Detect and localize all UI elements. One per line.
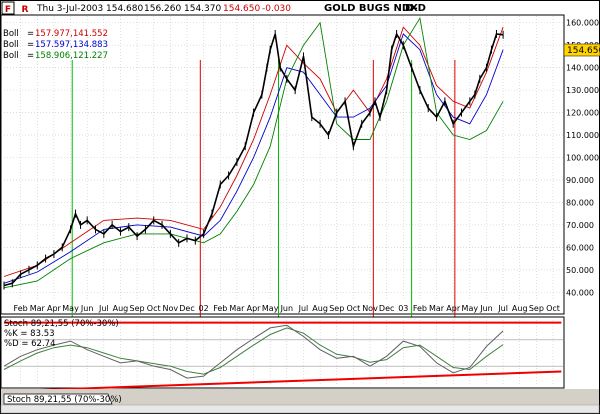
stoch-grid: [4, 320, 563, 386]
flag-box-f[interactable]: [1, 1, 15, 15]
x-tick-label: Sep: [329, 304, 344, 313]
x-tick-label: Nov: [362, 304, 378, 313]
y-tick-label: 130.000: [566, 86, 599, 95]
x-tick-label: Nov: [163, 304, 179, 313]
chart-title: GOLD BUGS NDX: [324, 3, 418, 14]
price-tag-text: 154.650: [567, 46, 600, 56]
y-tick-label: 90.000: [566, 176, 594, 185]
flag-f[interactable]: F: [5, 5, 11, 15]
flag-r[interactable]: R: [22, 5, 29, 15]
y-tick-label: 80.000: [566, 198, 594, 207]
y-tick-label: 120.000: [566, 109, 599, 118]
x-tick-label: Jun: [280, 304, 294, 313]
boll-band-line: [3, 26, 504, 277]
x-tick-label: Apr: [47, 304, 62, 313]
y-tick-label: 110.000: [566, 131, 599, 140]
price-plot-frame: [0, 14, 565, 315]
x-tick-label: Apr: [446, 304, 461, 313]
legend-value-3: 158.906,121.227: [35, 51, 108, 61]
stoch-k-line: [3, 324, 504, 379]
price-tag-box: [563, 43, 600, 57]
x-tick-label: Oct: [546, 304, 560, 313]
price-y-axis: 40.000 50.000 60.000 70.000 80.000 90.000 100.…: [566, 19, 599, 298]
legend-value-1: 157.977,141.552: [35, 29, 108, 39]
horizontal-scrollbar[interactable]: [0, 404, 600, 414]
x-tick-label: Aug: [312, 304, 328, 313]
stoch-d-label: %D = 62.74: [4, 339, 55, 349]
boll-legend: Boll = 157.977,141.552 Boll = 157.597,13…: [3, 29, 108, 61]
legend-eq-1: =: [27, 29, 34, 39]
legend-label-1: Boll: [3, 29, 19, 39]
last-price-tag: 154.650: [563, 43, 600, 57]
stoch-d-line: [3, 327, 504, 375]
price-grid: [4, 16, 563, 299]
x-tick-label: 02: [199, 304, 209, 313]
price-x-axis: Feb Mar Apr May Jun Jul Aug Sep Oct Nov Dec 02 Feb Ma…: [14, 304, 560, 313]
stoch-legend: Stoch 89,21,55 (70%-30%) %K = 83.53 %D =…: [4, 319, 119, 349]
x-tick-label: May: [262, 304, 279, 313]
x-tick-label: Jun: [479, 304, 493, 313]
x-tick-label: 03: [398, 304, 408, 313]
x-tick-label: May: [462, 304, 479, 313]
x-tick-label: Jul: [98, 304, 109, 313]
tab-bar: Stoch 89,21,55 (70%-30%): [0, 389, 600, 414]
y-tick-label: 60.000: [566, 243, 594, 252]
x-tick-label: Dec: [379, 304, 394, 313]
x-tick-label: Jun: [80, 304, 94, 313]
header-date: Thu 3-Jul-2003: [36, 4, 103, 14]
x-tick-label: Mar: [30, 304, 46, 313]
x-tick-label: Dec: [179, 304, 194, 313]
x-tick-label: Sep: [130, 304, 145, 313]
x-tick-label: Jul: [298, 304, 309, 313]
x-tick-label: Aug: [512, 304, 528, 313]
x-tick-label: Oct: [147, 304, 161, 313]
stoch-trendlines: [3, 321, 562, 393]
stoch-trendline: [3, 370, 562, 393]
tab-stoch[interactable]: [3, 393, 113, 405]
header-low: 154.370: [184, 4, 221, 14]
y-tick-label: 40.000: [566, 288, 594, 297]
x-tick-label: Apr: [247, 304, 262, 313]
legend-value-2: 157.597,134.883: [35, 40, 108, 50]
price-line: [3, 32, 504, 287]
header-bar: F R Thu 3-Jul-2003 154.680 156.260 154.3…: [1, 1, 426, 15]
x-tick-label: Mar: [429, 304, 445, 313]
x-tick-label: Oct: [346, 304, 360, 313]
header-close: 154.650: [223, 4, 260, 14]
header-open: 154.680: [106, 4, 143, 14]
y-tick-label: 50.000: [566, 266, 594, 275]
x-tick-label: Feb: [213, 304, 227, 313]
stoch-series: [3, 324, 504, 379]
x-tick-label: Feb: [14, 304, 28, 313]
stoch-k-label: %K = 83.53: [4, 329, 55, 339]
tab-stoch-label[interactable]: Stoch 89,21,55 (70%-30%): [7, 395, 122, 405]
legend-label-3: Boll: [3, 51, 19, 61]
x-tick-label: Feb: [413, 304, 427, 313]
x-tick-label: Sep: [529, 304, 544, 313]
chart-period: D-D: [405, 3, 426, 14]
header-high: 156.260: [144, 4, 181, 14]
x-tick-label: May: [62, 304, 79, 313]
boll-band-line: [3, 33, 504, 284]
y-tick-label: 70.000: [566, 221, 594, 230]
x-tick-label: Mar: [229, 304, 245, 313]
stoch-title: Stoch 89,21,55 (70%-30%): [4, 319, 119, 329]
header-change: -0.030: [262, 4, 291, 14]
y-tick-label: 140.000: [566, 64, 599, 73]
legend-eq-2: =: [27, 40, 34, 50]
x-tick-label: Jul: [497, 304, 508, 313]
legend-eq-3: =: [27, 51, 34, 61]
x-tick-label: Aug: [113, 304, 129, 313]
y-tick-label: 160.000: [566, 19, 599, 28]
price-series: [3, 29, 504, 290]
legend-label-2: Boll: [3, 40, 19, 50]
y-tick-label: 100.000: [566, 154, 599, 163]
price-markers: [71, 60, 456, 364]
